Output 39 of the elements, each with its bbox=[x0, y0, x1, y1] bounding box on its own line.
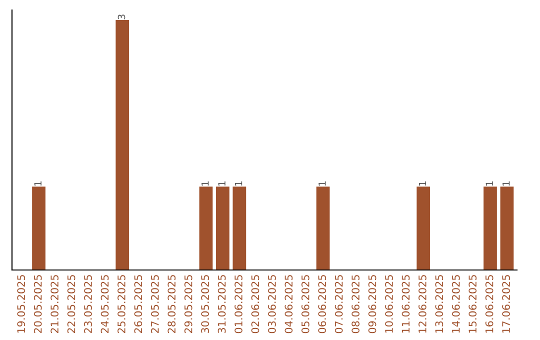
x-tick-label: 29.05.2025 bbox=[184, 275, 192, 334]
x-tick-label: 19.05.2025 bbox=[17, 275, 26, 333]
x-tick-label: 20.05.2025 bbox=[34, 275, 42, 334]
x-tick-label: 06.06.2025 bbox=[318, 275, 326, 334]
x-tick-label: 08.06.2025 bbox=[352, 275, 360, 334]
x-tick-label: 13.06.2025 bbox=[435, 275, 444, 333]
x-tick-label: 05.06.2025 bbox=[301, 275, 310, 334]
x-tick-label: 11.06.2025 bbox=[402, 275, 410, 333]
x-tick-label: 22.05.2025 bbox=[67, 275, 76, 334]
x-tick-label: 16.06.2025 bbox=[485, 275, 494, 333]
data-label: 1 bbox=[218, 181, 226, 186]
x-tick-label: 07.06.2025 bbox=[334, 275, 343, 334]
data-label: 1 bbox=[418, 181, 426, 186]
data-label: 1 bbox=[235, 181, 242, 186]
data-label: 3 bbox=[118, 14, 126, 20]
x-tick-label: 01.06.2025 bbox=[234, 275, 242, 334]
x-tick-label: 03.06.2025 bbox=[268, 275, 276, 334]
x-tick-label: 14.06.2025 bbox=[452, 275, 460, 333]
x-tick-label: 25.05.2025 bbox=[118, 275, 126, 334]
data-label: 1 bbox=[318, 181, 326, 186]
x-tick-label: 24.05.2025 bbox=[100, 275, 109, 334]
x-tick-label: 30.05.2025 bbox=[201, 275, 209, 334]
x-tick-label: 17.06.2025 bbox=[502, 275, 510, 333]
x-tick-label: 15.06.2025 bbox=[468, 275, 477, 333]
data-label: 1 bbox=[34, 181, 42, 186]
data-label: 1 bbox=[486, 181, 493, 186]
x-tick-label: 26.05.2025 bbox=[134, 275, 142, 334]
x-tick-label: 04.06.2025 bbox=[284, 275, 293, 334]
x-tick-label: 31.05.2025 bbox=[218, 275, 226, 334]
x-tick-label: 21.05.2025 bbox=[50, 275, 58, 334]
data-label: 1 bbox=[202, 181, 209, 186]
x-tick-label: 28.05.2025 bbox=[168, 275, 176, 334]
x-tick-label: 02.06.2025 bbox=[251, 275, 260, 334]
x-tick-label: 27.05.2025 bbox=[150, 275, 159, 334]
x-tick-label: 12.06.2025 bbox=[418, 275, 426, 333]
data-label: 1 bbox=[502, 181, 510, 186]
x-tick-label: 09.06.2025 bbox=[368, 275, 376, 334]
x-tick-label: 23.05.2025 bbox=[84, 275, 92, 334]
x-tick-label: 10.06.2025 bbox=[385, 275, 393, 333]
